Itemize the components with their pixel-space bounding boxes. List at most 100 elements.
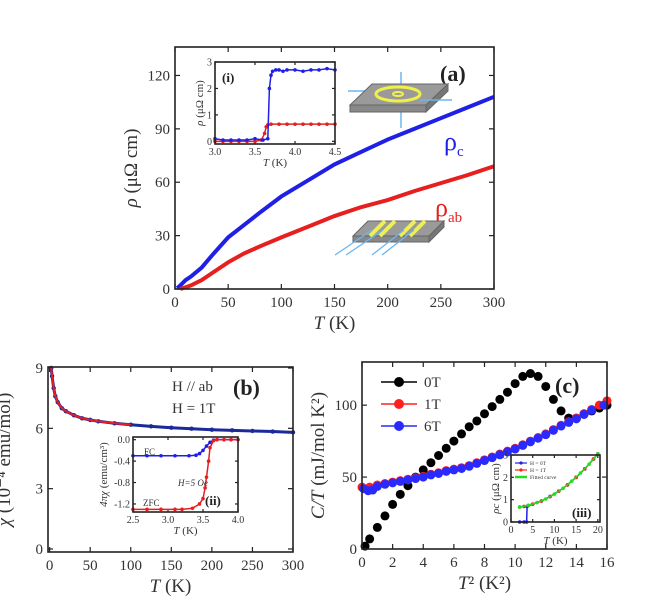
x-tick-label: 15	[571, 525, 581, 536]
data-point	[277, 122, 281, 126]
data-point	[587, 405, 597, 415]
data-point	[187, 453, 191, 458]
series-line	[519, 453, 599, 508]
data-point	[518, 440, 528, 450]
x-tick-label: 200	[376, 295, 399, 311]
data-point	[317, 68, 321, 72]
x-tick-label: 0	[46, 558, 54, 574]
x-tick-label: 150	[160, 558, 183, 574]
x-axis-label: T (K)	[314, 313, 356, 334]
y-tick-label: 1	[207, 110, 212, 121]
data-point	[395, 489, 405, 499]
x-tick-label: 16	[600, 555, 616, 571]
data-point	[388, 478, 398, 488]
data-point	[578, 471, 583, 475]
data-point	[145, 507, 149, 512]
data-point	[261, 138, 265, 142]
legend-label: 6T	[424, 419, 441, 435]
data-point	[180, 507, 184, 512]
data-point	[293, 68, 297, 72]
y-tick-label: 2	[207, 84, 212, 95]
data-point	[201, 496, 205, 501]
ab-plane-sample-cartoon	[334, 219, 446, 256]
y-tick-label: -1.2	[114, 499, 130, 510]
data-point	[197, 502, 202, 506]
data-point	[569, 479, 574, 483]
x-tick-label: 300	[483, 295, 506, 311]
data-point	[372, 481, 382, 491]
x-tick-label: 300	[282, 558, 305, 574]
data-point	[208, 440, 212, 445]
panel-iii: 0 5 10 15 20 0 1 2 3 T (K) ρc (μΩ cm) (iii) H = 0TH …	[490, 451, 603, 548]
x-tick-label: 5	[530, 525, 535, 536]
x-tick-label: 3.5	[197, 515, 210, 526]
plot-frame	[510, 454, 601, 523]
data-point	[480, 456, 489, 466]
data-point	[215, 437, 219, 442]
data-point	[556, 421, 566, 431]
legend-label: 0T	[424, 375, 441, 391]
series-b-1	[50, 367, 131, 426]
y-tick-label: 0	[207, 137, 212, 148]
data-point	[480, 409, 489, 419]
data-point	[301, 69, 305, 74]
data-point	[449, 436, 459, 446]
data-point	[403, 475, 413, 485]
y-tick-label: 1	[503, 495, 508, 506]
y-tick-label: 60	[155, 175, 170, 191]
data-point	[541, 381, 551, 391]
panel-label: (i)	[222, 70, 234, 85]
data-point	[145, 453, 149, 458]
panel-label: (ii)	[205, 493, 221, 508]
data-point	[267, 86, 272, 91]
series-line	[179, 164, 495, 291]
data-point	[533, 371, 543, 381]
legend-item-1T: 1T	[381, 397, 441, 413]
data-point	[266, 136, 270, 141]
series-iii-2	[517, 452, 600, 509]
y-axis-label: C/T (mJ/mol K²)	[308, 392, 329, 519]
x-tick-label: 12	[538, 555, 553, 571]
data-point	[441, 466, 451, 476]
data-point	[269, 122, 273, 126]
data-point	[579, 410, 589, 420]
legend-item-2: Fitted curve	[515, 475, 557, 481]
data-point	[517, 505, 522, 509]
data-point	[556, 406, 566, 416]
data-point	[222, 437, 226, 442]
data-point	[552, 492, 557, 496]
data-point	[253, 139, 257, 144]
legend-label: H = 1T	[530, 468, 547, 474]
data-point	[548, 425, 558, 435]
x-axis-label: T (K)	[173, 525, 197, 537]
x-tick-label: 10	[508, 555, 523, 571]
data-point	[518, 371, 528, 381]
data-point	[525, 437, 535, 447]
series-c-2	[359, 400, 609, 496]
legend-item-6T: 6T	[381, 419, 441, 435]
data-point	[317, 122, 321, 126]
data-point	[487, 402, 497, 412]
y-tick-label: 3	[207, 58, 212, 69]
data-point	[159, 453, 163, 458]
data-point	[277, 68, 281, 72]
x-tick-label: 4.0	[289, 147, 302, 158]
data-point	[526, 503, 531, 508]
y-tick-label: 0	[36, 542, 44, 558]
data-point	[262, 131, 267, 136]
data-point	[229, 138, 233, 142]
panel-label: (a)	[440, 61, 466, 86]
data-point	[169, 425, 174, 430]
data-point	[269, 73, 273, 78]
zfc-label: ZFC	[143, 498, 160, 508]
x-tick-label: 200	[201, 558, 224, 574]
x-tick-label: 100	[119, 558, 142, 574]
x-tick-label: 0	[509, 525, 514, 536]
x-tick-label: 150	[323, 295, 346, 311]
x-tick-label: 6	[450, 555, 458, 571]
plot-frame	[214, 61, 336, 145]
data-point	[502, 387, 512, 397]
data-point	[365, 534, 375, 544]
data-point	[395, 476, 405, 486]
